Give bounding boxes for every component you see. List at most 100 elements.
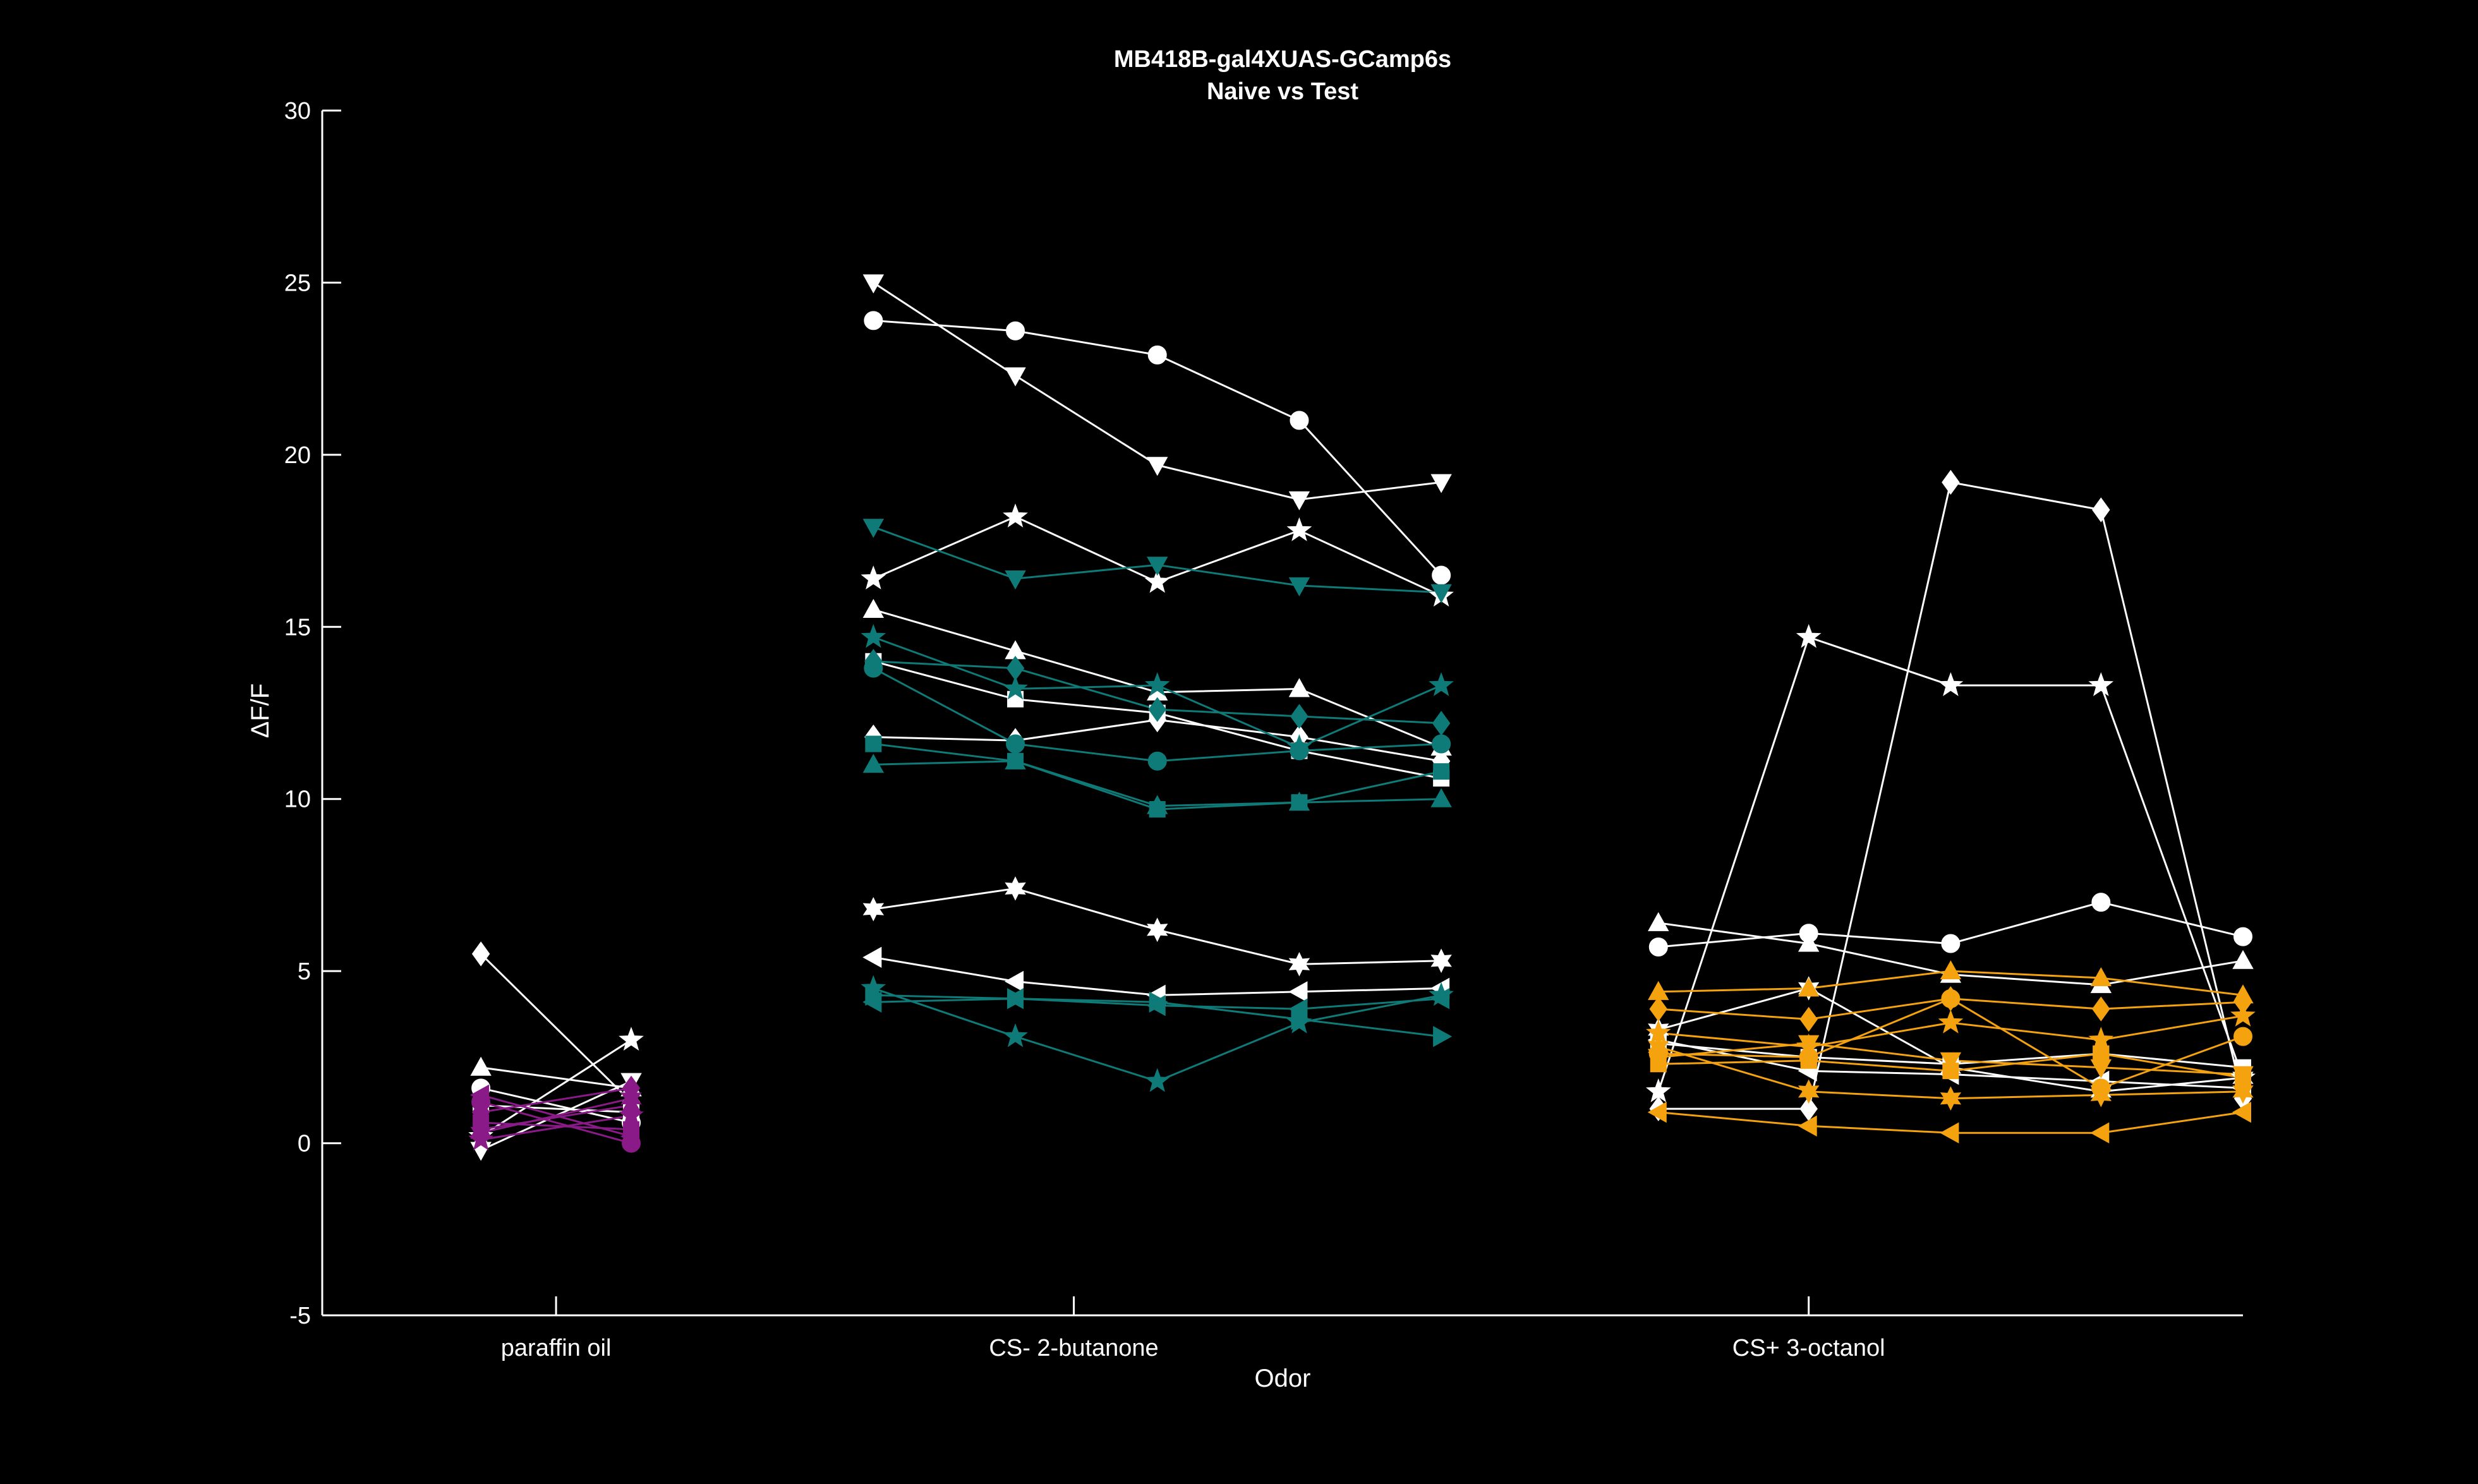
series-points-paraffin (470, 1084, 640, 1147)
data-point-right (1433, 1025, 1453, 1047)
y-tick-label: 10 (284, 787, 311, 813)
y-tick-label: 25 (284, 270, 311, 296)
series-points-butanone (862, 274, 1452, 510)
data-point-down (1288, 491, 1310, 510)
data-point-up (1147, 795, 1168, 814)
series-points-octanol (1648, 960, 2254, 1004)
series-points-butanone (864, 311, 1451, 585)
data-point-up (2090, 967, 2112, 987)
data-point-left (1647, 1101, 1667, 1123)
data-point-down (1430, 474, 1452, 493)
data-point-left (2090, 1122, 2110, 1143)
data-point-right (1291, 1008, 1310, 1030)
series-points-paraffin (470, 1086, 642, 1145)
data-point-hexagram (1798, 1079, 1820, 1104)
data-point-circle (1147, 751, 1167, 771)
axes (321, 111, 2243, 1317)
data-point-circle (1799, 924, 1818, 943)
data-point-left (862, 946, 882, 968)
y-tick-label: 5 (298, 958, 311, 985)
data-point-up (862, 598, 885, 618)
data-point-down (1648, 1049, 1669, 1068)
series-points-butanone (864, 658, 1451, 771)
data-point-star (1938, 1010, 1964, 1034)
data-point-down (1005, 367, 1026, 387)
series-points-butanone (865, 984, 1453, 1047)
series-markers (468, 274, 2256, 1161)
data-point-square (1800, 1052, 1817, 1069)
x-tick-label: paraffin oil (501, 1335, 612, 1361)
data-point-circle (1941, 934, 1961, 953)
x-tick-label: CS+ 3-octanol (1732, 1335, 1885, 1361)
data-point-left (1288, 981, 1308, 1003)
y-axis-label: ΔF/F (246, 684, 274, 739)
data-point-down (862, 274, 885, 294)
series-points-butanone (862, 519, 1452, 603)
data-point-star (1286, 517, 1312, 541)
data-point-hexagram (1940, 1086, 1962, 1111)
data-point-star (1938, 672, 1964, 696)
data-point-hexagram (1430, 948, 1452, 974)
data-point-circle (1290, 741, 1309, 761)
data-point-down (1798, 1035, 1820, 1054)
data-point-circle (864, 311, 883, 330)
data-point-star (1429, 672, 1454, 696)
data-point-diamond (1942, 469, 1960, 495)
chart-subtitle: Naive vs Test (1207, 78, 1358, 105)
data-point-circle (1147, 345, 1167, 365)
data-point-down (1940, 1052, 1962, 1071)
data-point-circle (2233, 1027, 2252, 1046)
data-point-circle (2091, 893, 2111, 912)
data-point-star (1144, 569, 1170, 593)
chart-title: MB418B-gal4XUAS-GCamp6s (1114, 46, 1451, 73)
x-axis-ticks: paraffin oil CS- 2-butanone CS+ 3-octanol (501, 1296, 1885, 1361)
data-point-star (861, 565, 886, 589)
series-line-paraffin (480, 1066, 632, 1089)
data-point-down (862, 519, 885, 538)
data-point-diamond (1290, 704, 1309, 729)
data-point-star (1645, 1078, 1671, 1102)
data-point-circle (1941, 989, 1961, 1008)
series-line-paraffin (480, 1039, 632, 1137)
data-point-hexagram (862, 896, 885, 922)
series-points-octanol (1648, 893, 2252, 957)
data-point-up (1798, 977, 1820, 997)
data-point-circle (2233, 927, 2252, 946)
data-point-hexagram (2232, 1079, 2254, 1104)
data-point-diamond (2092, 497, 2110, 522)
series-line-paraffin (481, 1104, 632, 1113)
series-points-butanone (862, 750, 1452, 814)
data-point-diamond (2092, 996, 2110, 1022)
data-point-circle (1648, 938, 1668, 957)
data-point-star (2230, 1003, 2256, 1027)
data-point-circle (864, 658, 883, 678)
data-point-up (1940, 960, 1962, 980)
data-point-down (1005, 570, 1026, 590)
series-points-octanol (1648, 1035, 2254, 1085)
data-point-hexagram (1147, 917, 1168, 943)
data-point-left (1940, 1122, 1959, 1143)
data-point-hexagram (2090, 1083, 2112, 1107)
data-point-circle (1432, 565, 1451, 585)
series-line-paraffin (480, 953, 632, 1103)
data-point-circle (1006, 321, 1025, 341)
data-point-right (865, 984, 885, 1006)
data-point-star (2088, 1027, 2114, 1051)
data-point-circle (1006, 734, 1025, 754)
data-point-diamond (1006, 655, 1025, 681)
data-point-star (1003, 504, 1028, 528)
data-point-star (1003, 1023, 1028, 1047)
series-line-paraffin (480, 1087, 632, 1124)
data-point-square (1433, 763, 1450, 780)
data-point-left (470, 1084, 490, 1106)
data-point-hexagram (1288, 951, 1310, 977)
series-points-butanone (864, 649, 1451, 736)
series-line-paraffin (480, 1087, 632, 1113)
data-point-circle (1432, 734, 1451, 754)
data-point-up (862, 754, 885, 773)
y-axis-ticks: -5 0 5 10 15 20 25 30 (284, 98, 341, 1329)
data-point-down (1288, 577, 1310, 596)
data-point-star (1144, 672, 1170, 696)
